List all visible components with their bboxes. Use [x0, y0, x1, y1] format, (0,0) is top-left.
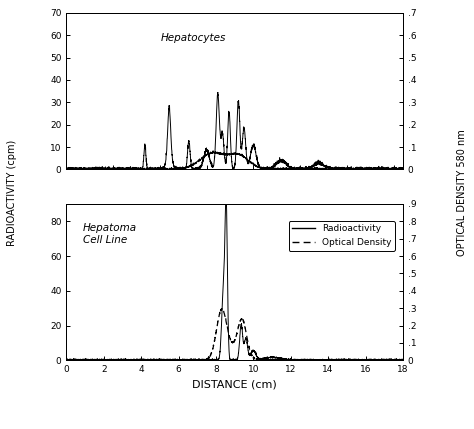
- X-axis label: DISTANCE (cm): DISTANCE (cm): [192, 380, 277, 390]
- Text: OPTICAL DENSITY 580 nm: OPTICAL DENSITY 580 nm: [457, 130, 467, 257]
- Text: Hepatocytes: Hepatocytes: [161, 33, 226, 43]
- Legend: Radioactivity, Optical Density: Radioactivity, Optical Density: [289, 221, 395, 251]
- Text: Hepatoma
Cell Line: Hepatoma Cell Line: [83, 224, 137, 245]
- Text: RADIOACTIVITY (cpm): RADIOACTIVITY (cpm): [7, 140, 17, 246]
